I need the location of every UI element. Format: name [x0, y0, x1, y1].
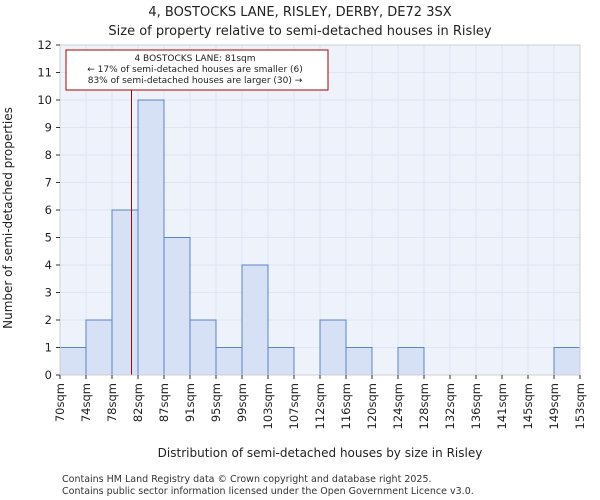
- annotation-line-1: 4 BOSTOCKS LANE: 81sqm: [134, 54, 255, 64]
- y-tick-label: 2: [45, 313, 52, 327]
- x-tick-label: 82sqm: [131, 383, 145, 422]
- bar-91sqm: [189, 319, 217, 376]
- x-tick-label: 120sqm: [365, 383, 379, 429]
- footer-line-2: Contains public sector information licen…: [62, 486, 474, 497]
- annotation-frame: [65, 49, 329, 91]
- y-tick-label: 8: [45, 148, 52, 162]
- bars: [59, 99, 581, 376]
- x-tick-label: 74sqm: [79, 383, 93, 422]
- bar-78sqm: [111, 209, 139, 376]
- y-tick-label: 1: [45, 341, 52, 355]
- bar-103sqm: [267, 347, 295, 376]
- bar-149sqm: [553, 347, 581, 376]
- bar-70sqm: [59, 347, 87, 376]
- bar-116sqm: [345, 347, 373, 376]
- annotation-line-3: 83% of semi-detached houses are larger (…: [88, 76, 303, 86]
- x-tick-label: 136sqm: [469, 383, 483, 429]
- bar-87sqm: [163, 237, 191, 376]
- x-tick-label: 87sqm: [157, 383, 171, 422]
- annotation-box: 4 BOSTOCKS LANE: 81sqm ← 17% of semi-det…: [65, 49, 329, 91]
- y-tick-label: 0: [45, 368, 52, 382]
- x-tick-label: 124sqm: [391, 383, 405, 429]
- x-tick-label: 112sqm: [313, 383, 327, 429]
- bar-95sqm: [215, 347, 243, 376]
- y-tick-label: 5: [45, 231, 52, 245]
- x-tick-label: 78sqm: [105, 383, 119, 422]
- x-axis-label: Distribution of semi-detached houses by …: [158, 446, 483, 460]
- footer-line-1: Contains HM Land Registry data © Crown c…: [62, 474, 432, 485]
- x-tick-label: 107sqm: [287, 383, 301, 429]
- x-tick-label: 70sqm: [53, 383, 67, 422]
- x-ticks: 70sqm 74sqm 78sqm 82sqm 87sqm 91sqm 95sqm 99sqm…: [53, 375, 587, 429]
- y-axis-label: Number of semi-detached properties: [1, 107, 15, 329]
- y-tick-label: 7: [45, 176, 52, 190]
- y-tick-label: 3: [45, 286, 52, 300]
- y-tick-label: 4: [45, 258, 52, 272]
- y-tick-label: 6: [45, 203, 52, 217]
- bar-74sqm: [85, 319, 113, 376]
- x-tick-label: 103sqm: [261, 383, 275, 429]
- x-tick-label: 128sqm: [417, 383, 431, 429]
- x-tick-label: 149sqm: [547, 383, 561, 429]
- bar-112sqm: [319, 319, 347, 376]
- x-tick-label: 153sqm: [573, 383, 587, 429]
- x-tick-label: 132sqm: [443, 383, 457, 429]
- bar-99sqm: [241, 264, 269, 376]
- x-tick-label: 145sqm: [521, 383, 535, 429]
- y-tick-label: 12: [37, 38, 52, 52]
- chart-title: 4, BOSTOCKS LANE, RISLEY, DERBY, DE72 3S…: [148, 5, 451, 20]
- x-tick-label: 95sqm: [209, 383, 223, 422]
- chart-subtitle: Size of property relative to semi-detach…: [108, 24, 492, 39]
- x-tick-label: 99sqm: [235, 383, 249, 422]
- annotation-line-2: ← 17% of semi-detached houses are smalle…: [87, 65, 303, 75]
- x-tick-label: 141sqm: [495, 383, 509, 429]
- y-tick-label: 9: [45, 121, 52, 135]
- x-tick-label: 91sqm: [183, 383, 197, 422]
- x-tick-label: 116sqm: [339, 383, 353, 429]
- bar-82sqm: [137, 99, 165, 376]
- y-tick-label: 11: [37, 66, 52, 80]
- y-tick-label: 10: [37, 93, 52, 107]
- bar-124sqm: [397, 347, 425, 376]
